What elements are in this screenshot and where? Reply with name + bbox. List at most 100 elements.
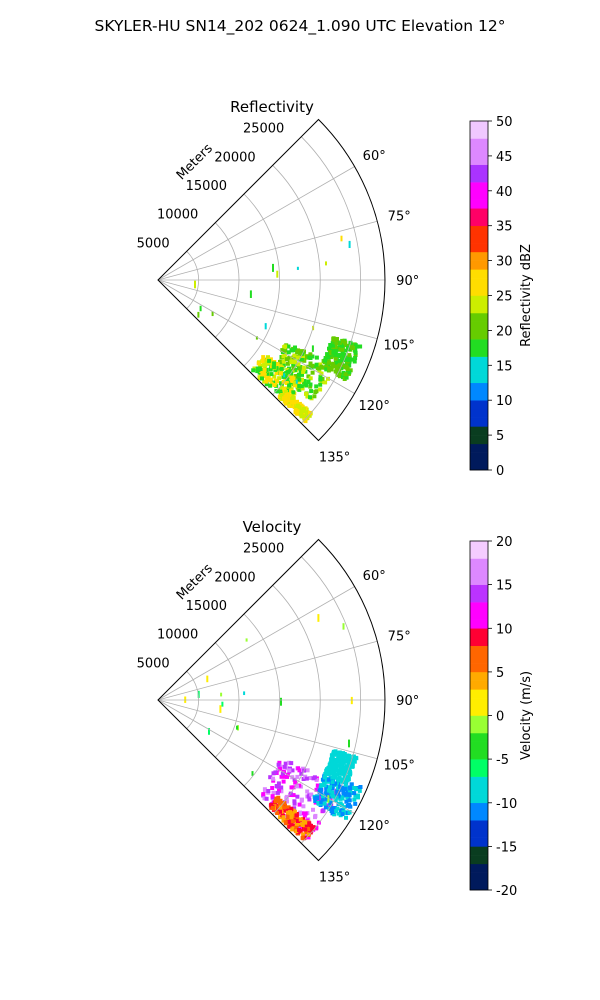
echo-cell (279, 789, 284, 794)
colorbar-segment (470, 855, 488, 865)
colorbar-segment (470, 750, 488, 760)
colorbar-segment (470, 260, 488, 270)
echo-cell (311, 776, 316, 781)
colorbar-segment (470, 269, 488, 279)
echo-cell (294, 829, 299, 834)
colorbar-segment (470, 689, 488, 699)
echo-cell (343, 792, 348, 797)
colorbar-segment (470, 374, 488, 384)
echo-cell (283, 774, 288, 779)
echo-cell (289, 785, 294, 790)
velocity-title: Velocity (243, 518, 302, 536)
echo-cell (288, 810, 292, 815)
echo-cell (300, 354, 305, 358)
echo-region (184, 614, 363, 841)
echo-cell (301, 832, 306, 837)
colorbar-segment (470, 199, 488, 209)
echo-cell (258, 364, 263, 368)
colorbar-segment (470, 234, 488, 244)
echo-cell (260, 363, 265, 368)
colorbar-segment (470, 872, 488, 882)
colorbar-segment (470, 243, 488, 253)
echo-cell (340, 812, 345, 817)
colorbar-tick-label: 25 (496, 290, 513, 305)
echo-cell (288, 380, 293, 385)
echo-cell (286, 392, 291, 397)
echo-cell (323, 771, 328, 776)
echo-cell (275, 362, 280, 367)
echo-cell (279, 359, 283, 364)
azimuth-tick-label: 120° (359, 819, 390, 834)
echo-speck (206, 675, 209, 683)
echo-cell (340, 779, 345, 784)
echo-cell (329, 355, 334, 360)
colorbar-label: Reflectivity dBZ (519, 244, 534, 347)
echo-cell (336, 352, 341, 357)
echo-cell (293, 348, 298, 353)
echo-cell (269, 372, 274, 377)
echo-cell (338, 766, 343, 771)
echo-cell (280, 385, 284, 390)
echo-cell (343, 771, 347, 776)
colorbar-segment (470, 452, 488, 462)
echo-cell (331, 350, 336, 355)
azimuth-line (157, 699, 355, 814)
reflectivity-panel: Reflectivity 5000 10000 15000 20000 25000 60°… (137, 98, 534, 479)
echo-cell (301, 367, 306, 372)
echo-cell (297, 387, 302, 392)
colorbar-segment (470, 435, 488, 445)
colorbar-segment (470, 173, 488, 183)
echo-cell (317, 798, 322, 802)
echo-cell (298, 810, 302, 815)
echo-cell (290, 819, 295, 824)
colorbar-segment (470, 382, 488, 392)
echo-cell (287, 398, 292, 403)
colorbar-segment (470, 837, 488, 847)
colorbar-tick-label: -15 (496, 840, 517, 855)
echo-cell (279, 393, 284, 398)
echo-cell (345, 803, 350, 808)
colorbar-segment (470, 663, 488, 673)
colorbar-segment (470, 426, 488, 436)
velocity-colorbar: -20 -15 -10 -5 0 5 10 15 20 Velocity (m/s) (469, 535, 534, 899)
echo-cell (297, 828, 301, 832)
azimuth-line (157, 586, 355, 701)
colorbar-segment (470, 628, 488, 638)
echo-cell (331, 343, 335, 348)
echo-cell (283, 397, 288, 402)
echo-cell (268, 367, 273, 372)
echo-cell (352, 359, 357, 364)
echo-cell (306, 379, 311, 384)
echo-cell (332, 806, 337, 810)
echo-cell (352, 791, 357, 796)
echo-cell (337, 367, 342, 372)
echo-cell (292, 806, 297, 811)
echo-cell (323, 380, 328, 385)
echo-cell (303, 369, 308, 374)
echo-speck (199, 305, 202, 312)
echo-cell (300, 811, 305, 816)
echo-cell (306, 827, 311, 832)
echo-cell (255, 369, 260, 374)
colorbar-segment (470, 863, 488, 873)
colorbar-tick-label: 15 (496, 579, 513, 594)
echo-cell (335, 806, 340, 811)
echo-cell (340, 344, 345, 349)
echo-cell (287, 394, 292, 399)
echo-cell (307, 821, 312, 826)
echo-cell (307, 413, 312, 418)
colorbar-tick-label: 10 (496, 394, 513, 409)
radial-tick-label: 15000 (186, 599, 227, 614)
echo-cell (289, 371, 294, 376)
colorbar-tick-label: 20 (496, 324, 513, 339)
echo-cell (337, 776, 342, 781)
colorbar-segment (470, 147, 488, 157)
echo-cell (332, 338, 337, 343)
colorbar-segment (470, 312, 488, 322)
colorbar-tick-label: -20 (496, 884, 517, 899)
echo-cell (305, 789, 310, 794)
colorbar-segment (470, 846, 488, 856)
colorbar-tick-label: 0 (496, 710, 504, 725)
echo-speck (219, 705, 222, 713)
